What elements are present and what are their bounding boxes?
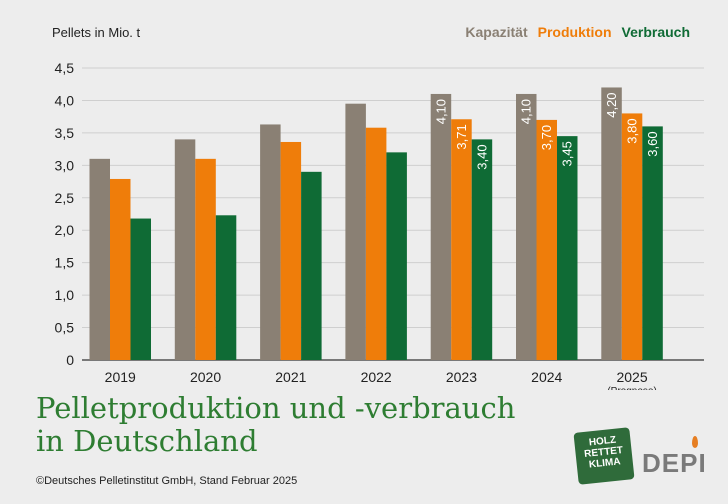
flame-icon xyxy=(692,436,698,448)
bar xyxy=(365,127,387,360)
bar-chart: Pellets in Mio. t Verbrauch Produktion Kap… xyxy=(52,24,704,390)
y-axis-label: Pellets in Mio. t xyxy=(52,25,141,40)
x-tick-label: 2019 xyxy=(105,369,136,385)
x-tick-label: 2023 xyxy=(446,369,477,385)
y-tick-label: 1,5 xyxy=(55,255,75,271)
legend-item: Kapazität xyxy=(465,24,528,40)
data-label: 3,70 xyxy=(539,125,554,150)
data-label: 3,80 xyxy=(625,118,640,143)
bar xyxy=(430,93,452,360)
x-axis: 2019 2020 2021 2022 2023 2024 2025(Prognose) xyxy=(105,369,657,390)
data-label: 3,45 xyxy=(560,141,575,166)
y-tick-label: 2,5 xyxy=(55,190,75,206)
y-tick-label: 0 xyxy=(66,352,74,368)
data-label: 3,60 xyxy=(645,131,660,156)
legend-item: Verbrauch xyxy=(622,24,690,40)
y-tick-label: 4,0 xyxy=(55,92,75,108)
bar xyxy=(195,158,216,360)
chart-title: Pelletproduktion und -verbrauch in Deuts… xyxy=(36,392,515,458)
bar xyxy=(536,119,557,361)
bar xyxy=(451,119,472,360)
legend: Verbrauch Produktion Kapazität xyxy=(465,24,690,40)
x-tick-label: 2022 xyxy=(361,369,392,385)
depi-logo: DEPI xyxy=(642,448,707,478)
bar xyxy=(516,93,537,360)
bar xyxy=(345,103,366,360)
y-tick-label: 3,0 xyxy=(55,157,75,173)
x-tick-label: 2021 xyxy=(275,369,306,385)
bar xyxy=(386,152,407,360)
holz-rettet-klima-logo: HOLZ RETTET KLIMA xyxy=(573,427,635,485)
y-tick-label: 1,0 xyxy=(55,287,75,303)
bar xyxy=(215,215,237,360)
x-tick-note: (Prognose) xyxy=(607,386,656,390)
bar xyxy=(280,141,302,360)
bar xyxy=(642,126,663,361)
bar xyxy=(89,158,110,360)
y-tick-label: 3,5 xyxy=(55,125,75,141)
title-line-2: in Deutschland xyxy=(36,424,258,458)
bar xyxy=(174,139,196,360)
data-label: 3,71 xyxy=(454,124,469,149)
bar xyxy=(621,113,643,360)
bar xyxy=(557,136,578,360)
bar xyxy=(601,87,622,360)
title-line-1: Pelletproduktion und -verbrauch xyxy=(36,391,516,425)
bar xyxy=(110,178,131,360)
legend-item: Produktion xyxy=(538,24,612,40)
data-label: 3,40 xyxy=(474,144,489,169)
bars: 4,10 3,71 3,40 4,10 3,70 3,45 4,20 3,80 3,60 xyxy=(89,87,663,361)
bar xyxy=(260,124,281,360)
y-tick-label: 0,5 xyxy=(55,320,75,336)
y-tick-label: 4,5 xyxy=(55,60,75,76)
bar xyxy=(130,218,151,360)
x-tick-label: 2025 xyxy=(616,369,647,385)
copyright-note: ©Deutsches Pelletinstitut GmbH, Stand Fe… xyxy=(36,475,298,487)
bar xyxy=(301,171,322,360)
data-label: 4,20 xyxy=(604,92,619,117)
bar xyxy=(471,139,493,360)
data-label: 4,10 xyxy=(433,99,448,124)
x-tick-label: 2020 xyxy=(190,369,221,385)
data-label: 4,10 xyxy=(519,99,534,124)
y-tick-label: 2,0 xyxy=(55,222,75,238)
x-tick-label: 2024 xyxy=(531,369,562,385)
